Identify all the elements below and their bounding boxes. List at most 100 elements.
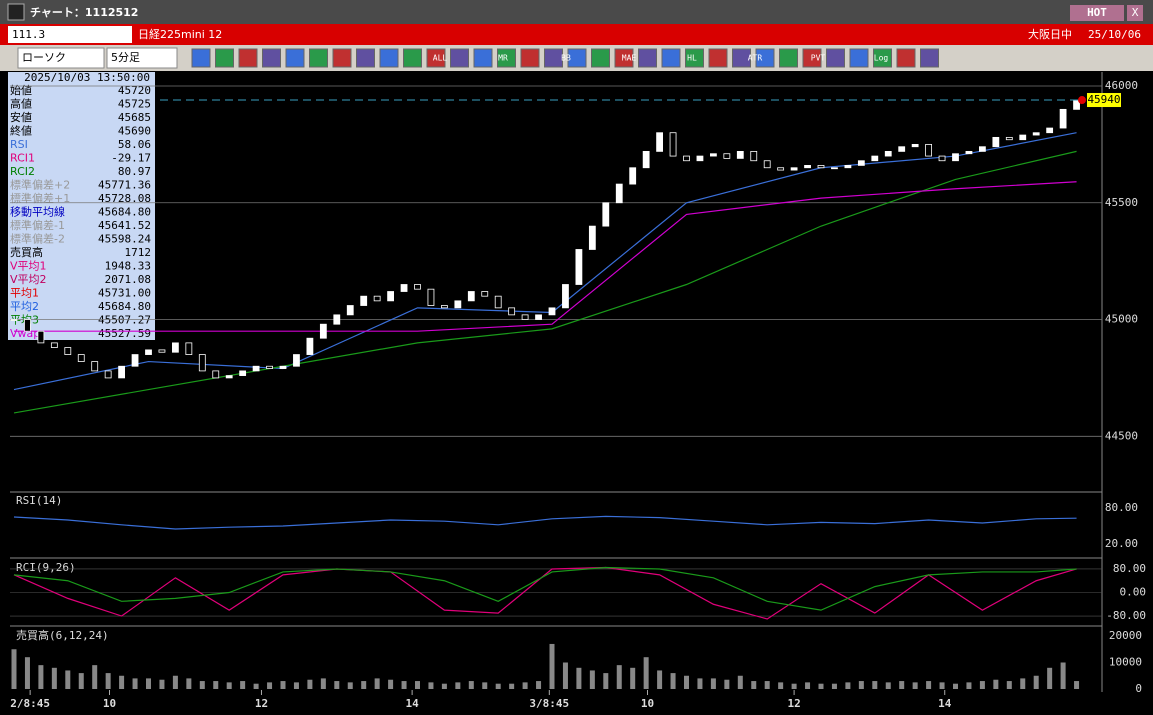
tool-button[interactable] bbox=[896, 48, 916, 68]
info-label: 標準偏差-1 bbox=[10, 218, 65, 232]
candle bbox=[252, 365, 260, 372]
info-value: 45728.08 bbox=[98, 192, 151, 205]
tool-button[interactable] bbox=[873, 48, 892, 68]
tool-button[interactable] bbox=[661, 48, 681, 68]
close-button[interactable] bbox=[1127, 5, 1143, 21]
chart-type[interactable]: ローソク bbox=[22, 51, 66, 64]
info-label: RCI2 bbox=[10, 165, 35, 178]
tool-button[interactable] bbox=[262, 48, 281, 68]
candle bbox=[750, 150, 758, 162]
tool-button[interactable] bbox=[285, 48, 305, 68]
tool-button[interactable] bbox=[638, 48, 657, 68]
volume-bar bbox=[1074, 681, 1080, 689]
tool-button[interactable] bbox=[849, 48, 869, 68]
tool-button[interactable] bbox=[379, 48, 399, 68]
tool-button[interactable] bbox=[567, 48, 587, 68]
tool-button[interactable] bbox=[191, 48, 211, 68]
tool-label[interactable]: ATR bbox=[748, 54, 763, 63]
tool-button[interactable] bbox=[403, 48, 422, 68]
candle bbox=[588, 225, 596, 250]
tool-label[interactable]: HL bbox=[687, 54, 697, 63]
volume-bar bbox=[576, 667, 582, 689]
candle bbox=[938, 155, 946, 162]
volume-bar bbox=[374, 678, 380, 689]
tool-label[interactable]: BB bbox=[561, 54, 571, 63]
tool-label[interactable]: MAE bbox=[622, 54, 637, 63]
tool-label[interactable]: PVT bbox=[811, 54, 826, 63]
interval[interactable]: 5分足 bbox=[111, 51, 140, 64]
tool-button[interactable] bbox=[802, 48, 822, 68]
volume-bar bbox=[495, 683, 501, 689]
candle bbox=[952, 153, 959, 162]
tool-label[interactable]: MR bbox=[498, 54, 508, 63]
y-tick-label: 20000 bbox=[1109, 629, 1142, 642]
tool-button[interactable] bbox=[920, 48, 939, 68]
candle bbox=[50, 342, 58, 348]
tool-button[interactable] bbox=[426, 48, 446, 68]
code-text[interactable]: 111.3 bbox=[12, 28, 45, 41]
tool-button[interactable] bbox=[497, 48, 516, 68]
candle bbox=[131, 354, 139, 367]
tool-button[interactable] bbox=[473, 48, 493, 68]
candle bbox=[77, 354, 85, 362]
volume-bar bbox=[267, 682, 273, 689]
tool-button[interactable] bbox=[685, 48, 704, 68]
tool-button[interactable] bbox=[520, 48, 540, 68]
tool-button[interactable] bbox=[309, 48, 328, 68]
app-icon bbox=[7, 3, 25, 21]
tool-button[interactable] bbox=[238, 48, 258, 68]
info-label: 売買高 bbox=[10, 245, 43, 259]
candle bbox=[1046, 127, 1054, 134]
x-tick-label: 12 bbox=[255, 697, 268, 710]
info-label: Vwap bbox=[10, 327, 40, 340]
candle bbox=[844, 165, 852, 169]
volume-bar bbox=[441, 683, 447, 689]
tool-button[interactable] bbox=[544, 48, 563, 68]
info-value: 45684.80 bbox=[98, 206, 151, 219]
tool-button[interactable] bbox=[826, 48, 845, 68]
candle bbox=[602, 202, 610, 227]
info-label: 標準偏差+2 bbox=[10, 178, 70, 192]
candle bbox=[279, 365, 287, 369]
candle bbox=[494, 295, 502, 309]
tool-button[interactable] bbox=[614, 48, 634, 68]
tool-button[interactable] bbox=[779, 48, 798, 68]
tool-button[interactable] bbox=[356, 48, 375, 68]
volume-bar bbox=[751, 681, 757, 689]
candle bbox=[979, 146, 986, 152]
candle bbox=[656, 132, 663, 152]
volume-bar bbox=[1060, 662, 1066, 689]
close-label[interactable]: X bbox=[1132, 6, 1139, 19]
tool-button[interactable] bbox=[450, 48, 469, 68]
tool-label[interactable]: Log bbox=[874, 54, 889, 63]
tool-label[interactable]: ALL bbox=[433, 54, 448, 63]
interval-select[interactable] bbox=[106, 47, 178, 69]
volume-bar bbox=[213, 681, 219, 689]
code-input[interactable] bbox=[8, 26, 132, 43]
volume-bar bbox=[549, 643, 555, 689]
volume-bar bbox=[159, 679, 165, 689]
candle bbox=[1019, 134, 1027, 141]
candle bbox=[91, 361, 99, 372]
candle bbox=[925, 143, 932, 157]
volume-bar bbox=[939, 682, 945, 689]
candle bbox=[548, 307, 556, 316]
tool-button[interactable] bbox=[332, 48, 352, 68]
tool-button[interactable] bbox=[732, 48, 751, 68]
tool-button[interactable] bbox=[708, 48, 728, 68]
hot-label[interactable]: HOT bbox=[1087, 6, 1107, 19]
candle bbox=[710, 153, 717, 157]
volume-bar bbox=[105, 673, 111, 689]
info-time: 2025/10/03 13:50:00 bbox=[24, 71, 150, 84]
tool-button[interactable] bbox=[755, 48, 775, 68]
hot-button[interactable] bbox=[1070, 5, 1124, 21]
header-date: 25/10/06 bbox=[1088, 28, 1141, 41]
chart-type-select[interactable] bbox=[17, 47, 105, 69]
candle bbox=[575, 249, 583, 285]
volume-bar bbox=[482, 682, 488, 689]
tool-button[interactable] bbox=[215, 48, 234, 68]
tool-button[interactable] bbox=[591, 48, 610, 68]
candle bbox=[831, 167, 838, 170]
